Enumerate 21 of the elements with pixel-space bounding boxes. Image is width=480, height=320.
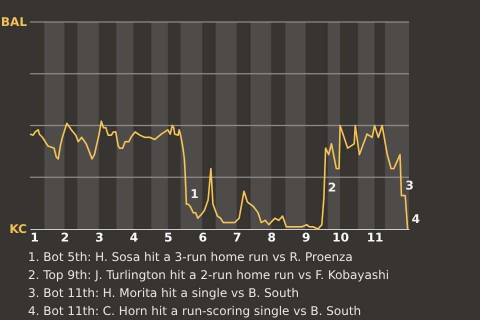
x-tick-label: 4 (130, 230, 138, 244)
text: KC (9, 222, 28, 236)
x-tick-label: 10 (332, 230, 349, 244)
text: 2. Top 9th: J. Turlington hit a 2-run home run vs F. Kobayashi (28, 267, 390, 284)
text: BAL (0, 15, 28, 29)
annotation: 4 (412, 212, 420, 226)
annotation: 3 (405, 178, 414, 193)
x-tick-label: 11 (366, 230, 384, 244)
x-tick-label: 6 (198, 230, 207, 244)
text: 3. Bot 11th: H. Morita hit a single vs B. South (28, 285, 300, 302)
x-tick-label: 9 (302, 230, 310, 244)
x-tick-label: 7 (233, 230, 242, 244)
annotation: 2 (328, 180, 336, 195)
annotation: 1 (190, 187, 199, 202)
x-tick-label: 2 (60, 230, 70, 244)
text: 1. Bot 5th: H. Sosa hit a 3-run home run vs R. Proenza (28, 249, 354, 266)
x-tick-label: 8 (268, 230, 276, 244)
text: 4. Bot 11th: C. Horn hit a run-scoring single vs B. South (28, 303, 362, 320)
x-tick-label: 3 (95, 230, 104, 244)
x-tick-label: 5 (164, 230, 172, 244)
x-tick-label: 1 (30, 230, 39, 244)
